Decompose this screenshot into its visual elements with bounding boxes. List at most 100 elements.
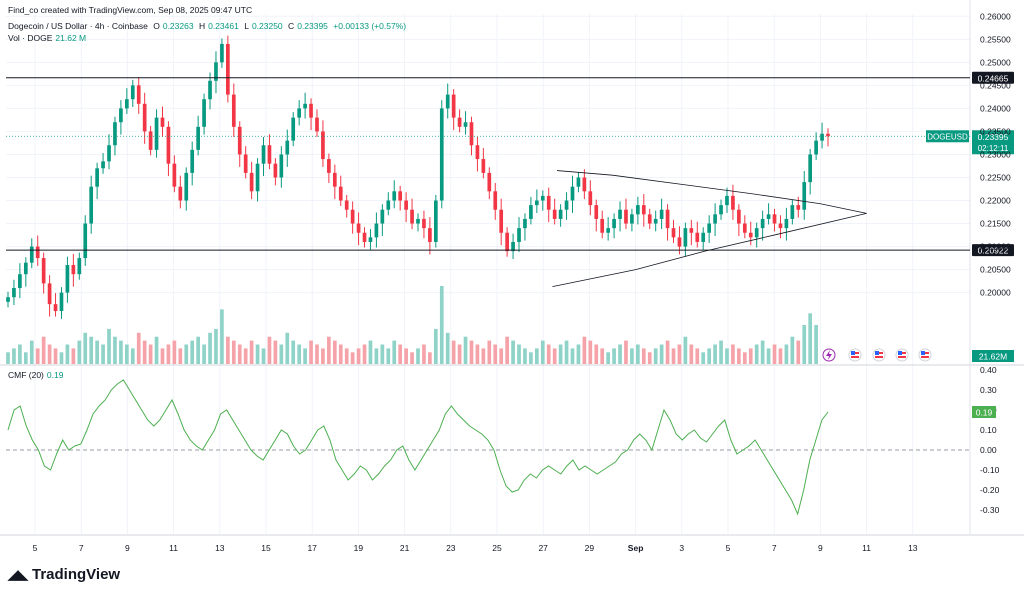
candle-body <box>136 85 141 104</box>
volume-bar <box>59 352 64 364</box>
countdown-label: 02:12:11 <box>978 144 1009 153</box>
candle-body <box>12 288 16 298</box>
level-label: 0.24665 <box>978 73 1009 83</box>
volume-bar <box>398 344 403 364</box>
volume-bar <box>321 348 325 364</box>
candle-body <box>142 103 147 132</box>
volume-bar <box>808 313 813 364</box>
volume-bar <box>148 344 153 364</box>
volume-bar <box>517 344 521 364</box>
candle-body <box>327 159 331 173</box>
time-tick-label: 23 <box>446 543 456 553</box>
volume-bar <box>677 344 682 364</box>
candle-body <box>392 191 397 201</box>
event-flag-icon[interactable] <box>872 348 886 362</box>
volume-bar <box>719 340 723 364</box>
volume-bar <box>814 325 818 364</box>
symbol-tag: DOGEUSD <box>927 132 968 141</box>
candle-body <box>77 258 82 275</box>
candle-body <box>297 108 302 118</box>
candle-body <box>178 186 183 201</box>
candle-body <box>47 283 52 305</box>
candle-body <box>576 177 581 187</box>
volume-bar <box>83 332 88 364</box>
candle-body <box>231 94 236 127</box>
volume-bar <box>600 348 605 364</box>
candle-body <box>398 191 403 201</box>
candle-body <box>802 182 807 210</box>
candle-body <box>422 218 426 229</box>
volume-bar <box>243 348 248 364</box>
candle-body <box>760 218 765 229</box>
candle-body <box>380 209 385 224</box>
cmf-value-label: 0.19 <box>976 408 993 418</box>
volume-bar <box>766 348 771 364</box>
volume-bar <box>624 340 628 364</box>
volume-bar <box>231 340 236 364</box>
event-flag-icon[interactable] <box>895 348 909 362</box>
candle-body <box>303 103 307 109</box>
volume-bar <box>285 332 290 364</box>
volume-bar <box>748 348 753 364</box>
time-tick-label: 25 <box>492 543 502 553</box>
volume-bar <box>12 348 16 364</box>
candle-body <box>196 126 200 150</box>
time-tick-label: 29 <box>585 543 595 553</box>
candle-body <box>719 205 723 215</box>
candle-body <box>107 145 111 162</box>
candle-body <box>202 99 206 127</box>
candle-body <box>505 232 509 252</box>
event-flag-icon[interactable] <box>848 348 862 362</box>
volume-bar <box>160 348 165 364</box>
symbol-name[interactable]: Dogecoin / US Dollar · 4h · Coinbase <box>8 21 148 31</box>
cmf-value-label-bg <box>972 406 996 418</box>
volume-bar <box>89 336 94 364</box>
volume-bar <box>582 336 587 364</box>
volume-bar <box>184 344 189 364</box>
candle-body <box>487 172 492 192</box>
volume-bar <box>463 336 468 364</box>
volume-bar <box>695 348 700 364</box>
candle-body <box>624 209 628 224</box>
volume-label-bg <box>972 350 1014 362</box>
flag-stripe <box>851 356 859 358</box>
volume-bar <box>113 336 117 364</box>
candle-body <box>18 274 22 289</box>
lightning-glyph <box>826 350 832 360</box>
price-tick-label: 0.24500 <box>980 80 1011 90</box>
symbol-tag-bg <box>926 130 969 143</box>
candle-body <box>374 223 379 238</box>
volume-bar <box>511 340 515 364</box>
candle-body <box>83 223 88 259</box>
candle-body <box>725 195 729 206</box>
volume-bar <box>552 348 557 364</box>
time-tick-label: 13 <box>908 543 918 553</box>
candle-body <box>6 297 10 302</box>
cmf-tick-label: 0.00 <box>980 445 997 455</box>
level-label-bg <box>972 71 1014 84</box>
volume-bar <box>760 340 765 364</box>
volume-bar <box>588 340 593 364</box>
time-tick-label: 15 <box>261 543 271 553</box>
time-tick-label: 5 <box>726 543 731 553</box>
volume-bar <box>255 344 260 364</box>
price-tick-label: 0.25500 <box>980 34 1011 44</box>
cmf-tick-label: 0.40 <box>980 365 997 375</box>
candle-body <box>23 262 28 275</box>
candle-body <box>790 205 795 219</box>
volume-bar <box>529 352 533 364</box>
volume-bar <box>77 340 82 364</box>
tradingview-logo[interactable]: ◢◣ TradingView <box>8 566 121 583</box>
time-tick-label: 3 <box>679 543 684 553</box>
volume-bar <box>451 340 456 364</box>
candle-body <box>647 214 652 224</box>
event-flag-icon[interactable] <box>918 348 932 362</box>
candle-body <box>29 246 34 263</box>
volume-bar <box>790 336 795 364</box>
volume-bar <box>154 336 159 364</box>
candle-body <box>481 159 486 173</box>
candle-body <box>552 209 557 219</box>
volume-bar <box>737 348 741 364</box>
candle-body <box>641 205 646 215</box>
volume-bar <box>41 336 46 364</box>
